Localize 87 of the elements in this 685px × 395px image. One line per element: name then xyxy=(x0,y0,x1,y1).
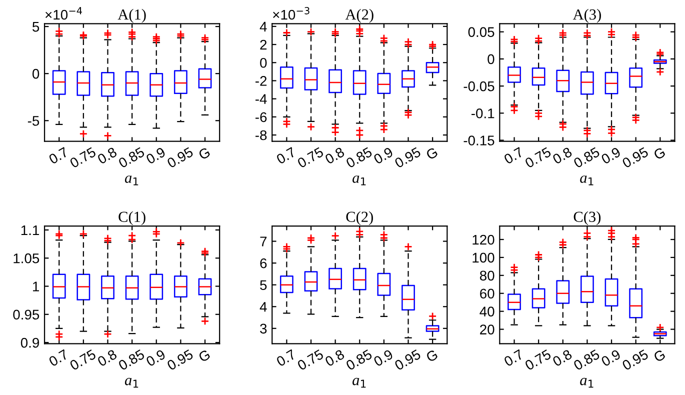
x-axis-title: a$_{1}$ xyxy=(124,176,138,186)
x-tick-label: G xyxy=(653,349,666,362)
x-tick-label: 0.7 xyxy=(48,349,69,367)
x-tick-label: 0.75 xyxy=(296,146,324,168)
x-tick-label: G xyxy=(198,147,211,160)
x-tick-label: 0.75 xyxy=(69,349,96,371)
y-tick-label: -6 xyxy=(256,112,267,122)
x-tick-label: G xyxy=(425,147,438,160)
x-tick-label: 0.95 xyxy=(394,146,422,168)
x-tick-label: 0.8 xyxy=(324,146,346,164)
x-tick-label: 0.75 xyxy=(524,146,552,168)
x-tick-label: 0.9 xyxy=(372,349,394,367)
y-tick-label: 0 xyxy=(488,54,494,64)
y-tick-label: 1.1 xyxy=(21,225,39,235)
y-tick-label: 4 xyxy=(260,22,267,32)
x-tick-label: 0.7 xyxy=(503,146,524,164)
y-tick-label: -4 xyxy=(256,94,267,104)
chart-title: A(2) xyxy=(345,8,374,23)
x-tick-label: 0.75 xyxy=(296,349,324,371)
y-tick-label: -5 xyxy=(28,116,40,126)
x-tick-label: G xyxy=(198,349,211,362)
text: ×10$^{−4}$ xyxy=(45,7,82,20)
chart-title: C(3) xyxy=(574,211,601,226)
x-tick-label: 0.7 xyxy=(48,146,69,164)
y-tick-label: 0 xyxy=(260,58,267,68)
text: ×10$^{−3}$ xyxy=(273,7,310,20)
y-tick-label: -8 xyxy=(256,130,267,140)
y-tick-label: 2 xyxy=(260,40,267,50)
chart-title: A(3) xyxy=(572,8,601,23)
x-tick-label: 0.9 xyxy=(372,146,394,164)
x-axis-title: a$_{1}$ xyxy=(580,378,594,388)
y-tick-label: 0.9 xyxy=(20,338,40,348)
x-axis-title: a$_{1}$ xyxy=(124,378,138,388)
y-tick-label: -0.1 xyxy=(471,108,494,118)
x-tick-label: 0.9 xyxy=(600,146,622,164)
x-tick-label: 0.9 xyxy=(600,349,622,367)
x-tick-label: 0.95 xyxy=(166,349,194,371)
x-tick-label: 0.8 xyxy=(324,349,346,367)
y-tick-label: -0.05 xyxy=(464,81,494,92)
y-tick-label: 5 xyxy=(32,22,40,32)
x-axis-title: a$_{1}$ xyxy=(352,378,366,388)
y-tick-label: 3 xyxy=(260,324,267,334)
y-tick-label: 6 xyxy=(260,258,267,268)
y-tick-label: 0.95 xyxy=(13,310,40,320)
x-tick-label: G xyxy=(425,349,438,362)
x-tick-label: 0.7 xyxy=(276,349,296,367)
x-tick-label: 0.85 xyxy=(572,349,600,371)
y-tick-label: 120 xyxy=(472,234,494,245)
y-tick-label: 5 xyxy=(260,280,267,290)
x-tick-label: 0.7 xyxy=(503,349,524,367)
x-tick-label: 0.95 xyxy=(166,146,194,168)
x-tick-label: 0.85 xyxy=(345,146,373,168)
y-tick-label: 1.05 xyxy=(14,253,40,264)
x-tick-label: 0.85 xyxy=(345,349,373,371)
x-axis-title: a$_{1}$ xyxy=(352,176,366,186)
y-tick-label: 20 xyxy=(480,324,494,334)
y-tick-label: 4 xyxy=(260,302,267,312)
x-tick-label: 0.95 xyxy=(622,146,649,168)
x-tick-label: 0.95 xyxy=(394,349,422,371)
y-tick-label: 1 xyxy=(33,282,39,292)
y-tick-label: 0 xyxy=(32,68,40,79)
x-tick-label: 0.8 xyxy=(552,349,573,367)
x-axis-title: a$_{1}$ xyxy=(580,176,594,186)
y-tick-label: 80 xyxy=(480,270,494,281)
y-tick-label: 100 xyxy=(472,252,494,263)
x-tick-label: 0.85 xyxy=(118,349,146,371)
x-tick-label: G xyxy=(653,147,666,160)
y-tick-label: 40 xyxy=(480,306,494,316)
y-tick-label: 0.05 xyxy=(468,27,494,37)
y-tick-label: -2 xyxy=(256,76,267,86)
y-tick-label: 7 xyxy=(260,236,267,246)
x-tick-label: 0.85 xyxy=(572,146,600,168)
x-tick-label: 0.8 xyxy=(552,146,573,164)
y-tick-label: 60 xyxy=(480,288,494,299)
x-tick-label: 0.8 xyxy=(96,349,118,367)
y-tick-label: -0.15 xyxy=(464,136,494,146)
x-tick-label: 0.9 xyxy=(145,146,166,164)
x-tick-label: 0.9 xyxy=(145,349,166,367)
x-tick-label: 0.95 xyxy=(622,349,649,371)
chart-title: C(2) xyxy=(346,211,373,226)
x-tick-label: 0.75 xyxy=(69,146,96,168)
chart-title: A(1) xyxy=(118,8,146,23)
x-tick-label: 0.7 xyxy=(276,146,296,164)
x-tick-label: 0.8 xyxy=(96,146,118,164)
x-tick-label: 0.75 xyxy=(524,349,552,371)
chart-title: C(1) xyxy=(118,211,146,226)
x-tick-label: 0.85 xyxy=(118,146,146,168)
